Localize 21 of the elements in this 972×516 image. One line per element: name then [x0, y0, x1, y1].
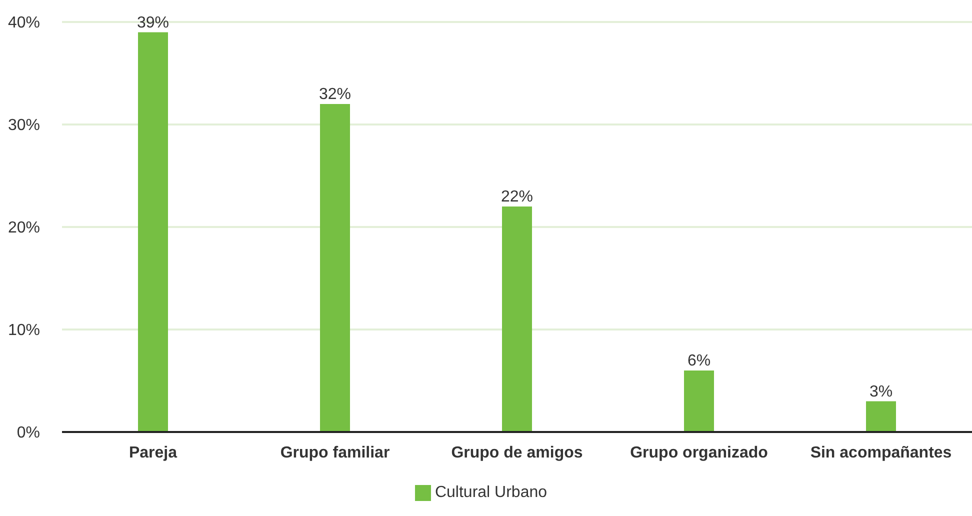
x-tick-label: Grupo organizado — [630, 444, 768, 462]
bar — [138, 32, 168, 432]
x-tick-label: Grupo de amigos — [451, 444, 583, 462]
legend-label: Cultural Urbano — [434, 484, 548, 501]
y-tick-label: 10% — [8, 322, 40, 340]
x-tick-label: Grupo familiar — [280, 444, 390, 462]
y-tick-label: 0% — [16, 424, 40, 442]
y-tick-label: 40% — [8, 14, 40, 32]
data-label: 6% — [687, 352, 711, 370]
data-label: 22% — [500, 188, 534, 206]
bar — [684, 370, 714, 432]
data-label: 32% — [318, 86, 352, 103]
data-label: 3% — [869, 383, 893, 400]
y-tick-label: 30% — [8, 117, 40, 134]
x-tick-label: Sin acompañantes — [810, 444, 952, 462]
y-tick-label: 20% — [8, 220, 40, 237]
bar — [502, 206, 532, 432]
x-tick-label: Pareja — [128, 444, 178, 462]
bar — [320, 104, 350, 432]
bar — [866, 401, 896, 432]
data-label: 39% — [136, 14, 170, 32]
